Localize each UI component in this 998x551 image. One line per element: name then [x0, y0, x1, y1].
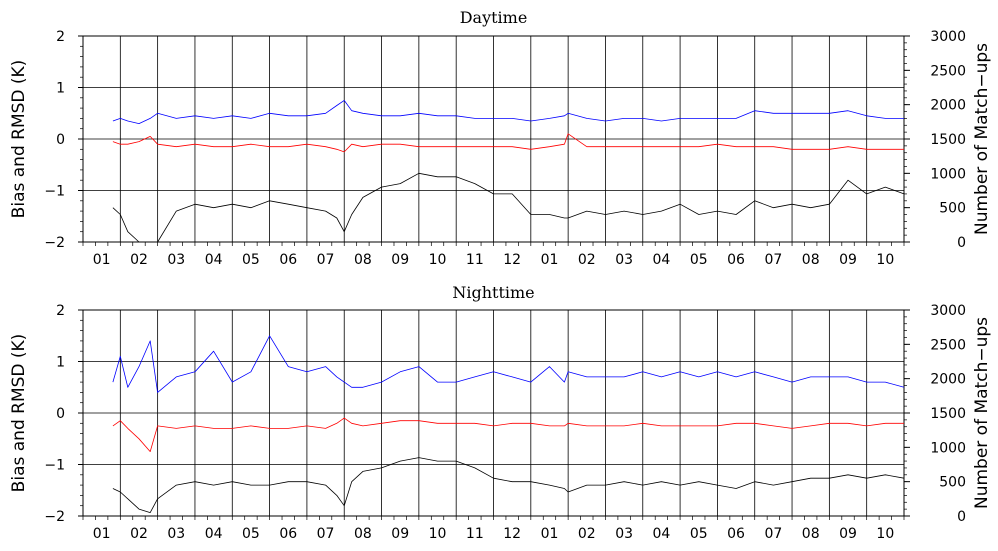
x-tick-label: 03	[167, 526, 185, 542]
x-tick-label: 03	[167, 252, 185, 268]
x-tick-label: 05	[690, 526, 708, 542]
x-tick-label: 07	[764, 252, 782, 268]
x-tick-label: 01	[541, 526, 559, 542]
y2-axis-label: Number of Match−ups	[972, 317, 992, 509]
x-tick-label: 04	[205, 252, 223, 268]
x-tick-label: 07	[764, 526, 782, 542]
y-tick-label: −2	[44, 235, 65, 251]
x-tick-label: 05	[242, 252, 260, 268]
x-tick-label: 10	[876, 526, 894, 542]
x-tick-label: 07	[317, 526, 335, 542]
y2-tick-label: 2000	[930, 98, 966, 114]
x-tick-label: 08	[802, 526, 820, 542]
panel-title: Nighttime	[452, 283, 534, 302]
x-tick-label: 09	[839, 252, 857, 268]
series-line-2	[112, 172, 905, 243]
series-line-0	[112, 335, 905, 393]
y-tick-label: 1	[56, 355, 65, 371]
x-tick-label: 03	[615, 252, 633, 268]
x-tick-label: 02	[130, 252, 148, 268]
x-tick-label: 12	[503, 252, 521, 268]
y2-tick-label: 2500	[930, 337, 966, 353]
y2-tick-label: 1500	[930, 406, 966, 422]
y2-tick-label: 500	[939, 475, 966, 491]
x-tick-label: 05	[690, 252, 708, 268]
x-tick-label: 06	[279, 252, 297, 268]
x-tick-label: 12	[503, 526, 521, 542]
y2-tick-label: 2000	[930, 372, 966, 388]
y-axis-label: Bias and RMSD (K)	[9, 60, 29, 219]
y2-tick-label: 500	[939, 201, 966, 217]
x-tick-label: 07	[317, 252, 335, 268]
y2-tick-label: 1500	[930, 132, 966, 148]
series-line-2	[112, 457, 905, 513]
y-tick-label: 0	[56, 406, 65, 422]
y2-tick-label: 3000	[930, 303, 966, 319]
x-tick-label: 03	[615, 526, 633, 542]
x-tick-label: 08	[354, 526, 372, 542]
x-tick-label: 04	[653, 526, 671, 542]
x-tick-label: 06	[727, 526, 745, 542]
y-tick-label: −1	[44, 458, 65, 474]
x-tick-label: 11	[466, 526, 484, 542]
x-tick-label: 10	[876, 252, 894, 268]
y2-tick-label: 2500	[930, 63, 966, 79]
x-tick-label: 09	[839, 526, 857, 542]
y-tick-label: −1	[44, 184, 65, 200]
y2-tick-label: 1000	[930, 440, 966, 456]
y-axis-label: Bias and RMSD (K)	[9, 334, 29, 493]
x-tick-label: 06	[727, 252, 745, 268]
x-tick-label: 02	[130, 526, 148, 542]
x-tick-label: 09	[391, 252, 409, 268]
series-line-1	[112, 417, 904, 453]
x-tick-label: 02	[578, 252, 596, 268]
x-tick-label: 02	[578, 526, 596, 542]
y-tick-label: 2	[56, 303, 65, 319]
y-tick-label: 0	[56, 132, 65, 148]
y2-tick-label: 3000	[930, 29, 966, 45]
x-tick-label: 08	[802, 252, 820, 268]
y-tick-label: 2	[56, 29, 65, 45]
x-tick-label: 10	[429, 252, 447, 268]
x-tick-label: 05	[242, 526, 260, 542]
y2-axis-label: Number of Match−ups	[972, 43, 992, 235]
x-tick-label: 01	[93, 252, 111, 268]
x-tick-label: 01	[541, 252, 559, 268]
x-tick-label: 11	[466, 252, 484, 268]
series-line-1	[112, 133, 904, 153]
x-tick-label: 08	[354, 252, 372, 268]
x-tick-label: 04	[205, 526, 223, 542]
series-line-0	[112, 100, 904, 124]
y2-tick-label: 0	[957, 509, 966, 525]
y2-tick-label: 1000	[930, 166, 966, 182]
y2-tick-label: 0	[957, 235, 966, 251]
x-tick-label: 01	[93, 526, 111, 542]
x-tick-label: 04	[653, 252, 671, 268]
panel-title: Daytime	[460, 8, 528, 27]
x-tick-label: 09	[391, 526, 409, 542]
y-tick-label: −2	[44, 509, 65, 525]
x-tick-label: 06	[279, 526, 297, 542]
y-tick-label: 1	[56, 81, 65, 97]
x-tick-label: 10	[429, 526, 447, 542]
